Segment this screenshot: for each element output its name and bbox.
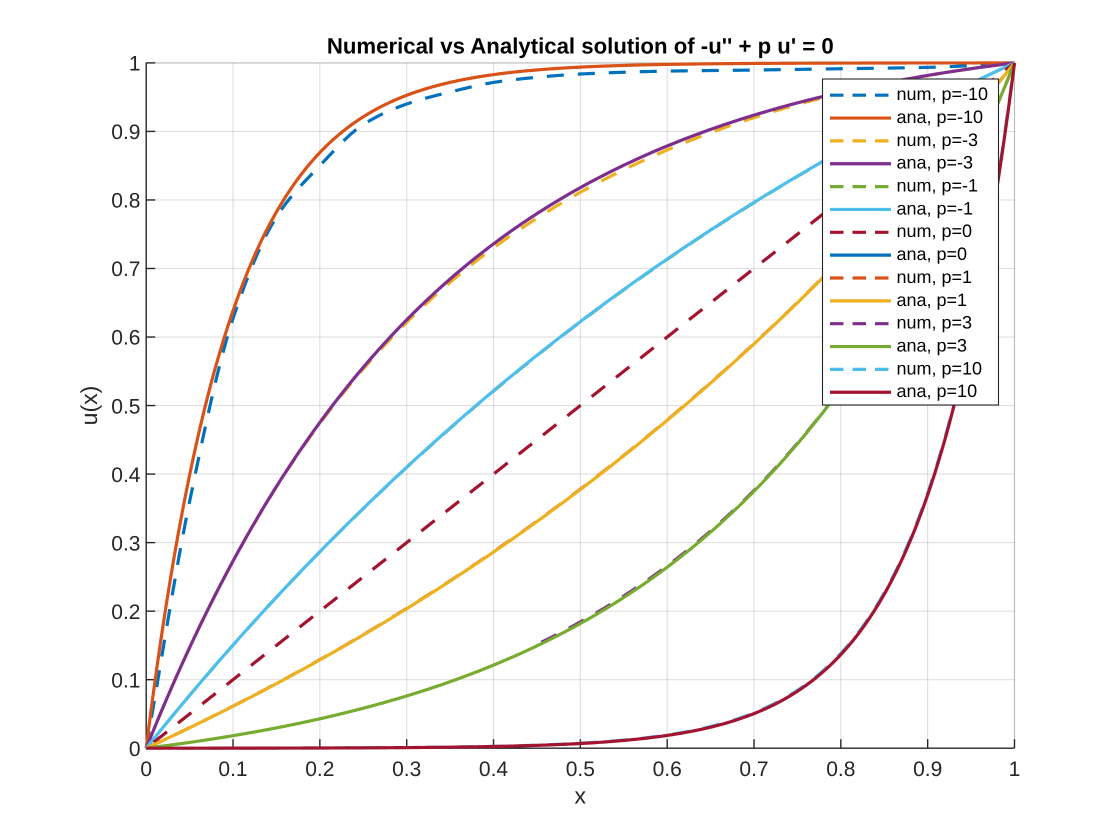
svg-text:0.4: 0.4 (111, 464, 141, 487)
svg-text:ana, p=-3: ana, p=-3 (897, 153, 974, 173)
svg-text:Numerical vs Analytical soluti: Numerical vs Analytical solution of -u''… (327, 34, 834, 59)
svg-text:num, p=-1: num, p=-1 (897, 176, 979, 196)
svg-text:0.9: 0.9 (111, 121, 140, 144)
svg-text:0.5: 0.5 (111, 395, 140, 418)
svg-text:ana, p=-10: ana, p=-10 (897, 107, 984, 127)
svg-text:0.1: 0.1 (218, 758, 247, 781)
svg-text:0.3: 0.3 (392, 758, 421, 781)
svg-text:0.7: 0.7 (111, 258, 140, 281)
svg-text:0.1: 0.1 (111, 669, 140, 692)
svg-text:num, p=-10: num, p=-10 (897, 84, 989, 104)
svg-text:num, p=1: num, p=1 (897, 267, 973, 287)
svg-text:1: 1 (1009, 758, 1021, 781)
svg-text:1: 1 (129, 53, 141, 76)
svg-text:num, p=-3: num, p=-3 (897, 130, 979, 150)
svg-text:0.4: 0.4 (479, 758, 509, 781)
svg-text:ana, p=-1: ana, p=-1 (897, 198, 974, 218)
svg-text:0.5: 0.5 (566, 758, 595, 781)
svg-text:0.8: 0.8 (826, 758, 855, 781)
svg-text:0.6: 0.6 (111, 327, 140, 350)
svg-text:x: x (575, 783, 587, 809)
svg-text:0: 0 (129, 738, 141, 761)
svg-text:0.9: 0.9 (913, 758, 942, 781)
svg-text:0.6: 0.6 (653, 758, 682, 781)
svg-text:ana, p=1: ana, p=1 (897, 290, 968, 310)
svg-text:u(x): u(x) (76, 386, 102, 426)
svg-text:0.2: 0.2 (305, 758, 334, 781)
svg-text:0.2: 0.2 (111, 601, 140, 624)
svg-text:num, p=0: num, p=0 (897, 221, 973, 241)
svg-text:0.3: 0.3 (111, 532, 140, 555)
svg-text:0.8: 0.8 (111, 190, 140, 213)
svg-text:0: 0 (140, 758, 152, 781)
svg-text:num, p=10: num, p=10 (897, 358, 983, 378)
svg-text:ana, p=3: ana, p=3 (897, 335, 968, 355)
svg-text:ana, p=10: ana, p=10 (897, 381, 978, 401)
svg-text:num, p=3: num, p=3 (897, 313, 973, 333)
svg-text:0.7: 0.7 (739, 758, 768, 781)
svg-text:ana, p=0: ana, p=0 (897, 244, 968, 264)
